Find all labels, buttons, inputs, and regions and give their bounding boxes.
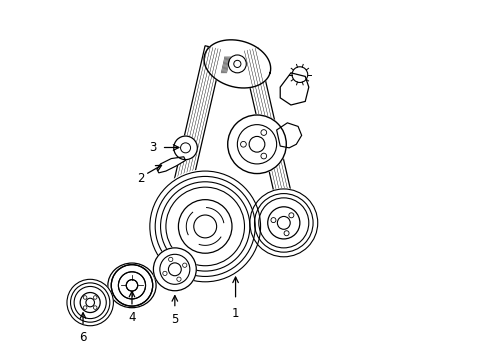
Polygon shape <box>165 249 241 265</box>
Text: 6: 6 <box>79 331 86 344</box>
Polygon shape <box>169 46 223 205</box>
Text: 4: 4 <box>128 311 136 324</box>
Polygon shape <box>203 40 270 88</box>
Circle shape <box>173 135 198 160</box>
Circle shape <box>110 264 153 307</box>
Text: 3: 3 <box>148 141 156 154</box>
Circle shape <box>148 169 262 284</box>
Text: 2: 2 <box>137 172 144 185</box>
Polygon shape <box>280 73 308 105</box>
Polygon shape <box>276 123 301 148</box>
Circle shape <box>226 114 287 175</box>
Text: 5: 5 <box>171 313 178 326</box>
Circle shape <box>248 188 318 258</box>
Circle shape <box>152 247 197 292</box>
Polygon shape <box>241 48 291 200</box>
Polygon shape <box>157 157 185 173</box>
Polygon shape <box>283 198 310 247</box>
Text: 1: 1 <box>231 307 239 320</box>
Circle shape <box>66 279 114 327</box>
Ellipse shape <box>108 263 156 308</box>
